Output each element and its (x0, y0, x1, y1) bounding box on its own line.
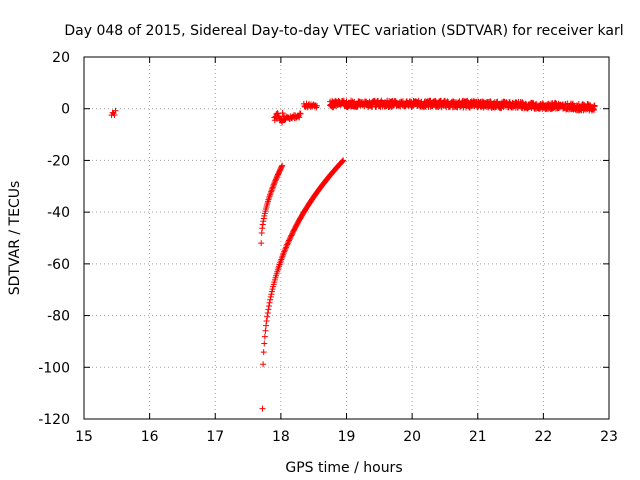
x-tick-label: 16 (141, 429, 159, 445)
data-point (278, 163, 285, 170)
data-point (279, 109, 286, 116)
data-point (261, 333, 268, 340)
data-point (268, 291, 275, 298)
data-point (265, 302, 272, 309)
data-point (339, 158, 346, 165)
data-point (258, 240, 265, 247)
data-series-sdtvar (108, 97, 598, 412)
data-point (271, 178, 278, 185)
y-axis-tick-labels: 20 0 -20 -40 -60 -80 -100 -120 (38, 50, 70, 428)
data-point (267, 190, 274, 197)
y-tick-label: -100 (38, 360, 70, 376)
data-point (294, 113, 301, 120)
x-tick-label: 19 (338, 429, 356, 445)
data-point (260, 218, 267, 225)
data-point (442, 102, 449, 109)
data-point (270, 181, 277, 188)
data-point (260, 349, 267, 356)
data-point (591, 103, 598, 110)
data-point (111, 112, 118, 119)
data-point (261, 340, 268, 347)
data-point (263, 318, 270, 325)
y-tick-label: -40 (47, 205, 70, 221)
data-point (552, 100, 559, 107)
data-point (268, 187, 275, 194)
data-point (296, 114, 303, 121)
x-axis-tick-labels: 15 16 17 18 19 20 21 22 23 (75, 429, 618, 445)
grid (84, 57, 609, 419)
data-point (260, 361, 267, 368)
data-point (279, 162, 286, 169)
data-point (264, 313, 271, 320)
y-axis-label: SDTVAR / TECUs (7, 181, 23, 296)
data-point (284, 240, 291, 247)
data-point (259, 405, 266, 412)
data-point (590, 107, 597, 114)
data-point (286, 236, 293, 243)
data-point (286, 237, 293, 244)
data-point (285, 238, 292, 245)
data-point (282, 245, 289, 252)
x-axis-label: GPS time / hours (285, 460, 402, 476)
data-point (287, 234, 294, 241)
data-point (269, 185, 276, 192)
data-point (296, 110, 303, 117)
data-point (259, 225, 266, 232)
data-point (267, 191, 274, 198)
data-point (375, 98, 381, 105)
data-point (259, 221, 266, 228)
data-point (260, 215, 267, 222)
x-tick-label: 15 (75, 429, 93, 445)
data-point (265, 306, 272, 313)
data-point (267, 293, 274, 300)
data-point (262, 327, 269, 334)
data-point (268, 288, 275, 295)
data-point (339, 158, 346, 165)
data-point (313, 102, 320, 109)
y-tick-label: -20 (47, 153, 70, 169)
y-tick-label: 20 (52, 50, 70, 66)
chart-title: Day 048 of 2015, Sidereal Day-to-day VTE… (64, 23, 623, 39)
data-point (112, 107, 119, 114)
x-tick-label: 20 (403, 429, 421, 445)
y-tick-label: -60 (47, 257, 70, 273)
data-point (267, 296, 274, 303)
data-point (269, 184, 276, 191)
data-point (258, 229, 265, 236)
data-point (268, 188, 275, 195)
data-point (280, 250, 287, 257)
data-point (281, 248, 288, 255)
y-tick-label: -80 (47, 309, 70, 325)
x-tick-label: 21 (469, 429, 487, 445)
x-tick-label: 22 (534, 429, 552, 445)
x-tick-label: 18 (272, 429, 290, 445)
data-point (266, 299, 273, 306)
data-point (264, 309, 271, 316)
data-point (283, 242, 290, 249)
data-point (283, 244, 290, 251)
axis-ticks (83, 56, 610, 420)
data-point (297, 110, 304, 117)
data-point (281, 247, 288, 254)
data-point (271, 180, 278, 187)
data-point (270, 182, 277, 189)
data-point (272, 177, 279, 184)
data-point (284, 241, 291, 248)
data-point (583, 106, 590, 113)
y-tick-label: 0 (61, 102, 70, 118)
x-tick-label: 17 (206, 429, 224, 445)
y-tick-label: -120 (38, 412, 70, 428)
data-point (263, 322, 270, 329)
x-tick-label: 23 (600, 429, 618, 445)
data-point (340, 157, 347, 164)
